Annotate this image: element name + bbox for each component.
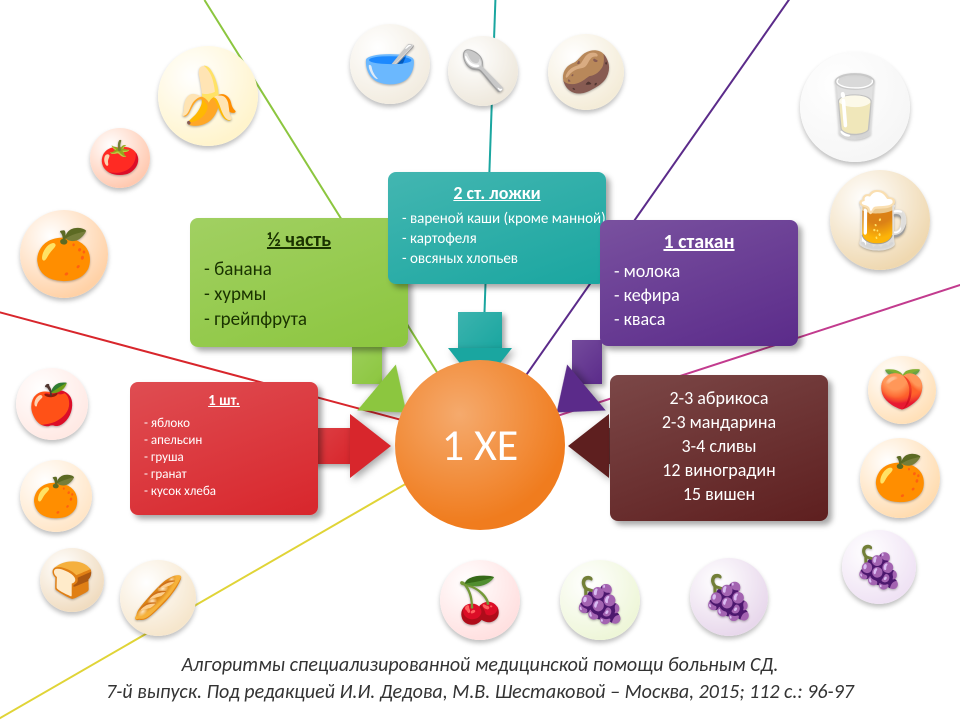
food-icon: 🍇	[842, 530, 916, 604]
box-item: - банана	[204, 258, 394, 281]
food-icon: 🍇	[560, 560, 640, 640]
box-item: - гранат	[144, 467, 304, 482]
box-header: 1 стакан	[614, 230, 784, 254]
box-item: - апельсин	[144, 433, 304, 448]
box-counts: 2-3 абрикоса2-3 мандарина3-4 сливы12 вин…	[610, 375, 828, 521]
box-item: - кусок хлеба	[144, 484, 304, 499]
box-item: - кваса	[614, 308, 784, 330]
food-icon: 🍞	[40, 548, 104, 612]
food-icon: 🥖	[120, 560, 196, 636]
box-item: - хурмы	[204, 283, 394, 306]
box-item: - кефира	[614, 284, 784, 306]
box-item: - молока	[614, 260, 784, 282]
food-icon: 🍌	[158, 46, 258, 146]
food-icon: 🍇	[690, 558, 768, 636]
box-item: 12 виноградин	[624, 459, 814, 481]
food-icon: 🍎	[16, 368, 88, 440]
food-icon: 🍊	[860, 438, 940, 518]
citation-line1: Алгоритмы специализированной медицинской…	[0, 652, 960, 679]
box-item: 2-3 мандарина	[624, 411, 814, 433]
box-one-glass: 1 стакан - молока- кефира- кваса	[600, 220, 798, 346]
box-header: 1 шт.	[144, 392, 304, 410]
food-icon: 🍑	[868, 356, 936, 424]
box-header: 2 ст. ложки	[402, 182, 592, 204]
box-item: 3-4 сливы	[624, 435, 814, 457]
food-icon: 🍊	[20, 210, 108, 298]
citation: Алгоритмы специализированной медицинской…	[0, 652, 960, 706]
box-item: - яблоко	[144, 416, 304, 431]
food-icon: 🍊	[20, 460, 92, 532]
box-half: ½ часть - банана- хурмы- грейпфрута	[190, 218, 408, 347]
food-icon: 🥄	[448, 36, 518, 106]
food-icon: 🥔	[548, 34, 624, 110]
box-item: - вареной каши (кроме манной)	[402, 210, 592, 228]
box-one-piece: 1 шт. - яблоко - апельсин - груша - гранат - …	[130, 382, 318, 515]
box-item: 2-3 абрикоса	[624, 387, 814, 409]
box-item: - груша	[144, 450, 304, 465]
center-circle: 1 ХЕ	[395, 360, 565, 530]
center-label: 1 ХЕ	[442, 418, 519, 472]
citation-line2: 7-й выпуск. Под редакцией И.И. Дедова, М…	[0, 679, 960, 706]
box-item: - грейпфрута	[204, 308, 394, 331]
box-item: 15 вишен	[624, 483, 814, 505]
food-icon: 🍒	[440, 560, 520, 640]
food-icon: 🥛	[800, 52, 910, 162]
box-header: ½ часть	[204, 228, 394, 252]
box-item: - картофеля	[402, 230, 592, 248]
food-icon: 🍅	[90, 128, 150, 188]
food-icon: 🥣	[350, 24, 430, 104]
infographic-canvas: 🍎 🍊 🍞🥖 🍊 🍅🍌 🥣 🥄 🥔 🥛🍺 🍑 🍊 🍇 🍒 🍇 🍇 1 шт. - яблоко - апельс…	[0, 0, 960, 720]
box-item: - овсяных хлопьев	[402, 250, 592, 268]
food-icon: 🍺	[830, 170, 930, 270]
box-two-spoons: 2 ст. ложки - вареной каши (кроме манной)…	[388, 172, 606, 284]
